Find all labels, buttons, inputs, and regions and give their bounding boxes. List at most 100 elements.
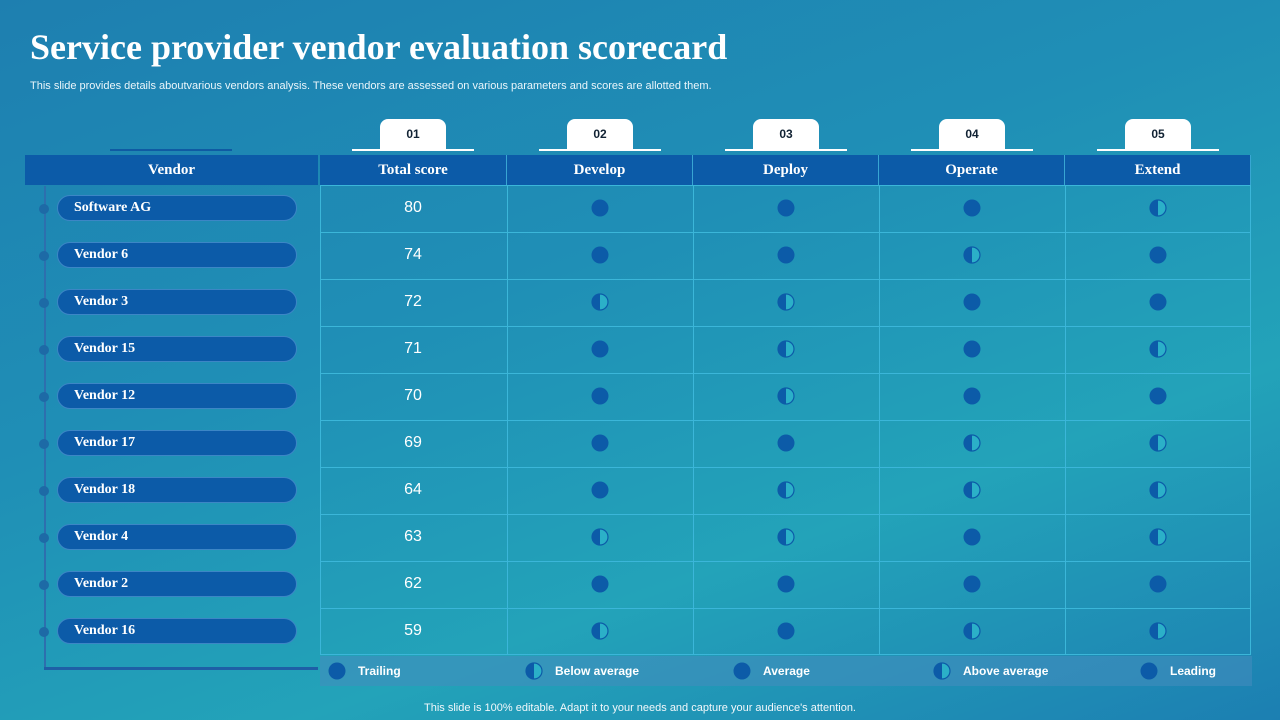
rating-legend: Trailing Below average Average Above averag… <box>320 656 1252 686</box>
timeline-dot <box>39 392 49 402</box>
vendor-name-pill: Vendor 16 <box>57 618 297 644</box>
below-average-rating-icon <box>963 245 981 264</box>
vendor-name-pill: Vendor 6 <box>57 242 297 268</box>
column-header: Develop <box>507 155 693 185</box>
average-rating-icon <box>591 387 609 405</box>
tab-underline <box>352 149 474 151</box>
below-average-rating-icon <box>777 386 795 405</box>
below-average-rating-icon <box>1149 621 1167 640</box>
below-average-rating-icon <box>1149 433 1167 452</box>
below-average-rating-icon <box>1149 339 1167 358</box>
average-icon <box>733 662 763 680</box>
average-rating-icon <box>777 246 795 264</box>
legend-item: Leading <box>1140 656 1216 686</box>
column-header: Total score <box>320 155 507 185</box>
vendor-name-pill: Vendor 4 <box>57 524 297 550</box>
total-score-cell: 69 <box>404 433 422 451</box>
column-header: Deploy <box>693 155 879 185</box>
average-rating-icon <box>1149 387 1167 405</box>
page-title: Service provider vendor evaluation score… <box>30 27 728 67</box>
legend-item: Above average <box>933 656 1048 686</box>
footer-note: This slide is 100% editable. Adapt it to… <box>424 702 856 714</box>
legend-label: Above average <box>963 664 1049 678</box>
grid-row-divider <box>320 279 1251 280</box>
column-number-tab: 01 <box>380 119 446 149</box>
average-rating-icon <box>1149 575 1167 593</box>
legend-item: Below average <box>525 656 639 686</box>
below-average-rating-icon <box>1149 527 1167 546</box>
average-rating-icon <box>591 199 609 217</box>
vendor-name-pill: Vendor 18 <box>57 477 297 503</box>
timeline-dot <box>39 204 49 214</box>
timeline-dot <box>39 580 49 590</box>
average-rating-icon <box>1149 293 1167 311</box>
timeline-dot <box>39 533 49 543</box>
vendor-name-pill: Software AG <box>57 195 297 221</box>
legend-item: Average <box>733 656 810 686</box>
average-rating-icon <box>1149 246 1167 264</box>
below-average-rating-icon <box>777 292 795 311</box>
vendor-name-pill: Vendor 17 <box>57 430 297 456</box>
vendor-timeline <box>44 186 46 668</box>
timeline-dot <box>39 251 49 261</box>
average-rating-icon <box>591 246 609 264</box>
average-rating-icon <box>591 340 609 358</box>
grid-row-divider <box>320 373 1251 374</box>
vendor-name-pill: Vendor 12 <box>57 383 297 409</box>
legend-item: Trailing <box>328 656 401 686</box>
average-rating-icon <box>777 622 795 640</box>
vendor-timeline-base <box>44 667 318 670</box>
average-rating-icon <box>591 481 609 499</box>
timeline-dot <box>39 439 49 449</box>
vendor-name-pill: Vendor 15 <box>57 336 297 362</box>
column-header: Extend <box>1065 155 1251 185</box>
column-header: Operate <box>879 155 1065 185</box>
tab-underline <box>911 149 1033 151</box>
legend-label: Average <box>763 664 810 678</box>
grid-row-divider <box>320 326 1251 327</box>
average-rating-icon <box>777 434 795 452</box>
below-average-rating-icon <box>777 527 795 546</box>
grid-row-divider <box>320 514 1251 515</box>
legend-label: Leading <box>1170 664 1217 678</box>
legend-label: Below average <box>555 664 640 678</box>
below-average-icon <box>525 662 555 680</box>
average-rating-icon <box>591 575 609 593</box>
below-average-rating-icon <box>591 621 609 640</box>
total-score-cell: 72 <box>404 292 422 310</box>
below-average-rating-icon <box>1149 480 1167 499</box>
total-score-cell: 59 <box>404 621 422 639</box>
total-score-cell: 80 <box>404 198 422 216</box>
average-rating-icon <box>963 199 981 217</box>
total-score-cell: 74 <box>404 245 422 263</box>
grid-row-divider <box>320 561 1251 562</box>
vendor-header-accent <box>110 149 232 151</box>
tab-underline <box>539 149 661 151</box>
grid-row-divider <box>320 608 1251 609</box>
column-number-tab: 04 <box>939 119 1005 149</box>
legend-label: Trailing <box>358 664 401 678</box>
column-number-tab: 05 <box>1125 119 1191 149</box>
timeline-dot <box>39 298 49 308</box>
column-number-tab: 02 <box>567 119 633 149</box>
average-rating-icon <box>777 199 795 217</box>
below-average-rating-icon <box>591 292 609 311</box>
timeline-dot <box>39 345 49 355</box>
below-average-rating-icon <box>777 339 795 358</box>
total-score-cell: 64 <box>404 480 422 498</box>
average-rating-icon <box>777 575 795 593</box>
total-score-cell: 62 <box>404 574 422 592</box>
below-average-rating-icon <box>777 480 795 499</box>
total-score-cell: 63 <box>404 527 422 545</box>
above-average-icon <box>933 662 963 680</box>
grid-row-divider <box>320 420 1251 421</box>
below-average-rating-icon <box>963 621 981 640</box>
below-average-rating-icon <box>963 433 981 452</box>
below-average-rating-icon <box>1149 198 1167 217</box>
total-score-cell: 71 <box>404 339 422 357</box>
grid-row-divider <box>320 232 1251 233</box>
tab-underline <box>1097 149 1219 151</box>
vendor-column-header: Vendor <box>25 155 318 185</box>
average-rating-icon <box>963 340 981 358</box>
leading-icon <box>1140 662 1170 680</box>
